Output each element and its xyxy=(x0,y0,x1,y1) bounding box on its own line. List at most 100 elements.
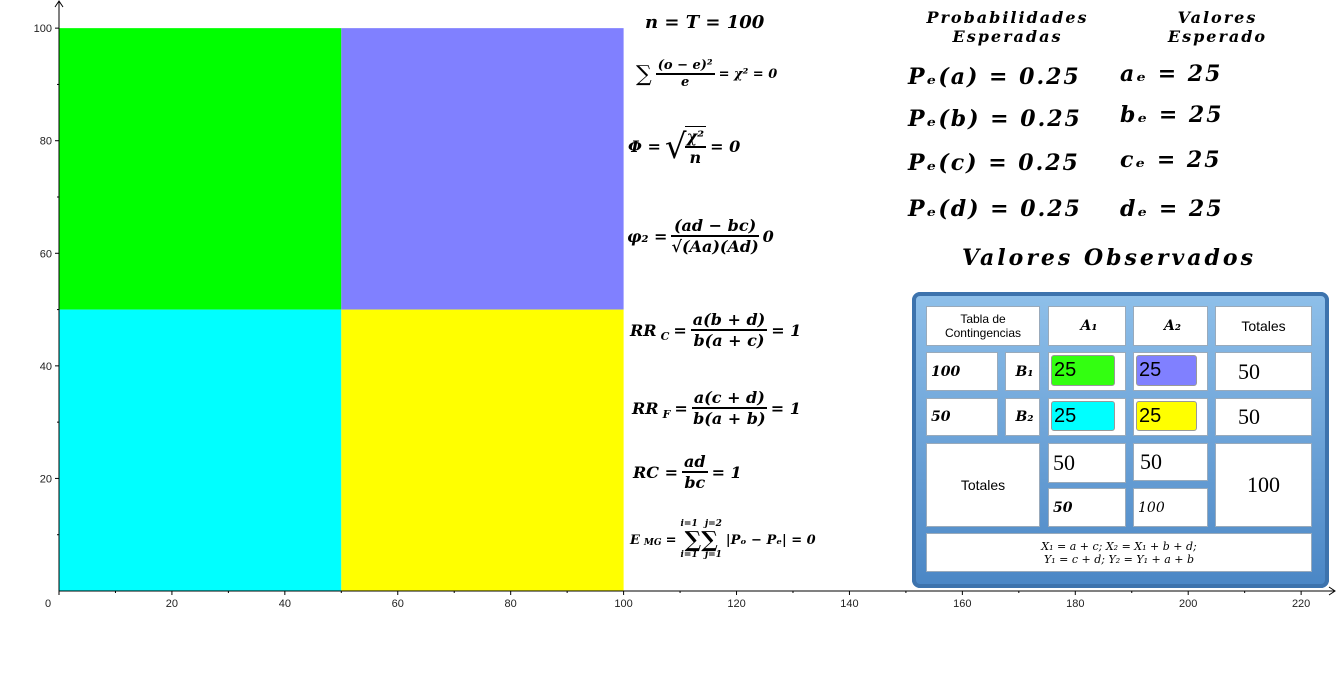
x-tick-label: 40 xyxy=(279,598,291,610)
notes: X₁ = a + c; X₂ = X₁ + b + d; Y₁ = c + d; … xyxy=(926,533,1312,572)
cell: 50 xyxy=(1133,443,1208,481)
formula-text: = 1 xyxy=(771,320,802,340)
numerator: ad xyxy=(682,452,708,473)
fraction: χ² n xyxy=(684,126,707,167)
expected-value: bₑ = 25 xyxy=(1120,102,1224,128)
probability: Pₑ(d) = 0.25 xyxy=(908,196,1082,222)
heading: Valores Esperado xyxy=(1167,8,1268,47)
cell: 100 xyxy=(1215,443,1312,527)
formula-text: ∑ xyxy=(636,61,652,87)
subscript: C xyxy=(660,329,670,343)
fraction: (o − e)² e xyxy=(655,58,715,90)
formula-text: = χ² = 0 xyxy=(718,66,778,82)
sums: i=1 j=2 ∑∑ i=1 j=1 xyxy=(680,520,721,560)
cell: B₁ xyxy=(1005,352,1040,391)
formula: RC = ad bc = 1 xyxy=(633,452,742,492)
x-tick-label: 160 xyxy=(953,598,971,610)
input-b[interactable]: 25 xyxy=(1136,355,1197,386)
formula: ∑ (o − e)² e = χ² = 0 xyxy=(636,58,777,90)
header-cell: A₁ xyxy=(1048,306,1126,346)
cell: 50 xyxy=(1048,488,1126,527)
formula: RR C = a(b + d) b(a + c) = 1 xyxy=(630,310,801,350)
numerator: a(b + d) xyxy=(690,310,768,331)
region xyxy=(59,28,342,310)
cell: 100 xyxy=(926,352,998,391)
header-cell: Totales xyxy=(1215,306,1312,346)
x-tick-label: 0 xyxy=(45,598,51,610)
cell: 25 xyxy=(1133,398,1208,436)
formula-text: RC = xyxy=(633,462,679,482)
denominator: e xyxy=(681,75,690,90)
cell: 50 xyxy=(926,398,998,436)
x-tick-label: 220 xyxy=(1292,598,1310,610)
numerator: a(c + d) xyxy=(691,388,767,409)
cell: 25 xyxy=(1048,398,1126,436)
denominator: b(a + b) xyxy=(693,409,766,428)
probability: Pₑ(b) = 0.25 xyxy=(908,106,1082,132)
note: X₁ = a + c; X₂ = X₁ + b + d; xyxy=(1041,539,1197,553)
limit: i=1 xyxy=(680,519,698,529)
fraction: (ad − bc) √(Aa)(Ad) xyxy=(671,216,759,256)
region xyxy=(341,28,624,310)
numerator: (ad − bc) xyxy=(671,216,759,237)
formula-text: E xyxy=(630,532,640,548)
cell: 25 xyxy=(1048,352,1126,391)
formula-text: |Pₒ − Pₑ| = 0 xyxy=(725,532,816,548)
totals-label: Totales xyxy=(926,443,1040,527)
region xyxy=(341,309,624,591)
arrow xyxy=(54,0,64,8)
formula: φ₂ = (ad − bc) √(Aa)(Ad) 0 xyxy=(627,216,774,256)
cell: 50 xyxy=(1215,352,1312,391)
formula-text: Φ = xyxy=(628,137,661,156)
input-d[interactable]: 25 xyxy=(1136,401,1197,431)
note: Y₁ = c + d; Y₂ = Y₁ + a + b xyxy=(1043,552,1195,566)
formula-text: = 1 xyxy=(711,462,742,482)
header-cell: A₂ xyxy=(1133,306,1208,346)
x-tick-label: 60 xyxy=(392,598,404,610)
formula-text: = xyxy=(665,532,677,548)
limit: i=1 xyxy=(680,550,698,560)
expected-value: aₑ = 25 xyxy=(1120,61,1223,87)
fraction: ad bc xyxy=(682,452,708,492)
input-a[interactable]: 25 xyxy=(1051,355,1115,386)
fraction: a(c + d) b(a + b) xyxy=(691,388,767,428)
input-c[interactable]: 25 xyxy=(1051,401,1115,431)
x-tick-label: 120 xyxy=(727,598,745,610)
cell: 50 xyxy=(1215,398,1312,436)
x-tick-label: 200 xyxy=(1179,598,1197,610)
y-tick-label: 60 xyxy=(40,248,52,260)
denominator: bc xyxy=(684,473,706,492)
limit: j=2 xyxy=(704,519,722,529)
probability: Pₑ(c) = 0.25 xyxy=(908,150,1080,176)
formula-text: 0 xyxy=(762,226,774,246)
cell: 100 xyxy=(1133,488,1208,527)
expected-value: dₑ = 25 xyxy=(1120,196,1224,222)
subscript: F xyxy=(662,407,671,421)
formula-text: RR xyxy=(632,398,659,418)
y-tick-label: 100 xyxy=(34,23,52,35)
header-cell: Tabla de Contingencias xyxy=(926,306,1040,346)
formula: RR F = a(c + d) b(a + b) = 1 xyxy=(632,388,801,428)
numerator: χ² xyxy=(684,127,707,148)
formula-text: n = T = 100 xyxy=(645,12,765,33)
formula-text: = xyxy=(673,320,687,340)
formula: E MG = i=1 j=2 ∑∑ i=1 j=1 |Pₒ − Pₑ| = 0 xyxy=(630,520,816,560)
formula-text: = xyxy=(674,398,688,418)
probability: Pₑ(a) = 0.25 xyxy=(908,64,1081,90)
formula-text: φ₂ = xyxy=(627,226,668,246)
sum-sign: ∑∑ xyxy=(684,527,718,553)
cell: B₂ xyxy=(1005,398,1040,436)
formula: n = T = 100 xyxy=(645,12,764,33)
x-tick-label: 100 xyxy=(614,598,632,610)
subscript: MG xyxy=(643,538,662,548)
numerator: (o − e)² xyxy=(655,58,715,75)
cell: 25 xyxy=(1133,352,1208,391)
root-sign: √ xyxy=(664,126,687,167)
y-tick-label: 80 xyxy=(40,136,52,148)
heading: Valores Observados xyxy=(962,245,1256,271)
expected-value: cₑ = 25 xyxy=(1120,147,1222,173)
denominator: √(Aa)(Ad) xyxy=(671,237,759,256)
limit: j=1 xyxy=(704,550,722,560)
formula: Φ = √ χ² n = 0 xyxy=(628,126,740,167)
